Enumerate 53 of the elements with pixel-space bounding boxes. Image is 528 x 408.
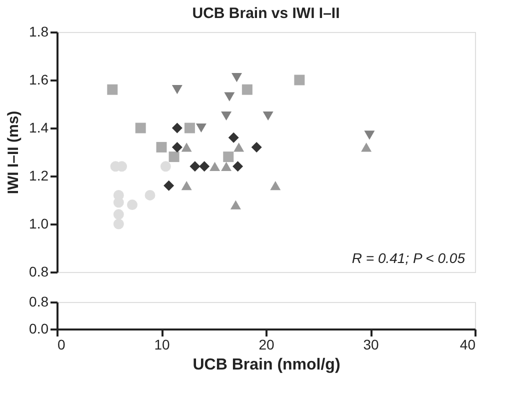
point [184,122,195,134]
point [223,152,234,162]
point [221,111,232,121]
point [270,181,281,190]
point [228,132,239,143]
point [113,218,124,230]
x-tick-label: 20 [258,336,274,352]
point [190,161,200,172]
point [172,122,182,134]
annotation: R = 0.41; P < 0.05 [352,250,466,266]
y-tick-label: 0.8 [29,264,49,280]
point [262,111,274,121]
point [164,180,174,191]
point [231,73,242,82]
point [113,209,124,220]
point [242,84,252,95]
y-tick-label: 1.2 [29,168,49,184]
point [221,162,232,171]
point [135,122,146,134]
x-tick-label: 30 [363,336,379,352]
point [210,162,220,171]
point [168,152,180,162]
point [234,142,244,152]
x-axis-title: UCB Brain (nmol/g) [192,356,340,374]
x-tick-label: 10 [154,336,170,352]
point [156,142,167,152]
point [199,161,210,172]
point [144,190,156,200]
y-tick-label: 1.0 [29,216,49,232]
point [232,161,244,172]
y-axis-title: IWI I–II (ms) [5,110,22,194]
y-tick-label: 0.8 [29,294,49,310]
point [251,142,262,152]
x-tick-label: 40 [460,336,476,352]
point [126,200,138,210]
y-tick-label: 1.8 [29,24,49,40]
point [230,200,241,210]
point [172,142,182,152]
point [294,74,305,86]
point [361,142,372,152]
y-tick-label: 1.4 [29,120,49,136]
point [224,92,235,102]
chart-title: UCB Brain vs IWI I–II [192,5,340,22]
point [107,84,118,95]
point [181,142,192,152]
point [364,130,375,140]
point [172,85,182,94]
x-tick-label: 0 [58,336,66,352]
y-tick-label: 1.6 [29,72,49,88]
point [196,123,206,133]
y-tick-label: 0.0 [29,320,49,336]
point [181,181,192,190]
point [160,161,171,172]
